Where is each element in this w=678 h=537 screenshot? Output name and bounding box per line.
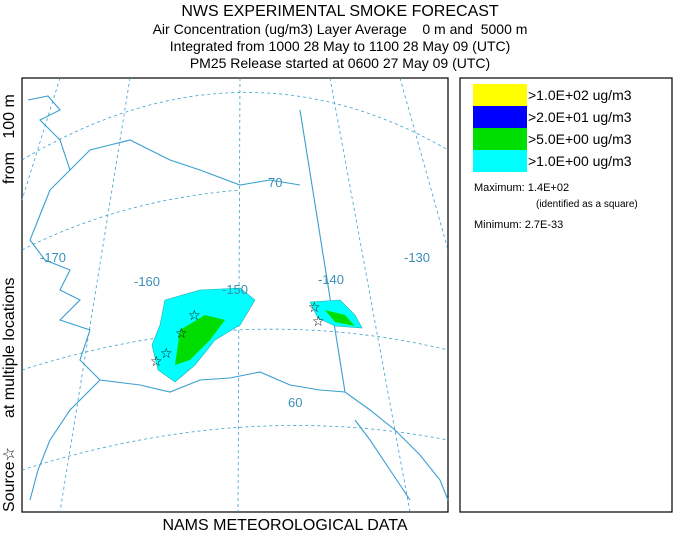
legend-swatch bbox=[473, 84, 527, 106]
svg-text:☆: ☆ bbox=[308, 299, 321, 315]
svg-text:☆: ☆ bbox=[160, 345, 173, 361]
latitude-label: 70 bbox=[268, 175, 282, 190]
svg-text:☆: ☆ bbox=[188, 307, 201, 323]
svg-text:☆: ☆ bbox=[312, 313, 325, 329]
legend-label: >1.0E+00 ug/m3 bbox=[528, 153, 632, 169]
footer: NAMS METEOROLOGICAL DATA bbox=[162, 517, 407, 532]
map bbox=[21, 77, 449, 513]
latitude-label: 60 bbox=[288, 395, 302, 410]
longitude-label: -150 bbox=[222, 282, 248, 297]
title: NWS EXPERIMENTAL SMOKE FORECAST bbox=[181, 3, 499, 20]
longitude-label: -160 bbox=[134, 274, 160, 289]
legend-label: >1.0E+02 ug/m3 bbox=[528, 87, 632, 103]
legend-swatch bbox=[473, 106, 527, 128]
maximum-note: (identified as a square) bbox=[536, 199, 638, 210]
longitude-label: -140 bbox=[318, 272, 344, 287]
maximum: Maximum: 1.4E+02 bbox=[474, 182, 569, 194]
legend-label: >2.0E+01 ug/m3 bbox=[528, 109, 632, 125]
smoke-plume: ☆☆ ☆☆ ☆☆ bbox=[150, 287, 363, 383]
header-line: PM25 Release started at 0600 27 May 09 (… bbox=[190, 55, 490, 71]
legend-frame bbox=[459, 77, 673, 513]
legend-swatch bbox=[473, 128, 527, 150]
side-label: at multiple locations bbox=[1, 277, 18, 418]
side-label: Source☆ bbox=[1, 447, 18, 512]
longitude-label: -130 bbox=[404, 250, 430, 265]
longitude-label: -170 bbox=[40, 250, 66, 265]
legend-swatch bbox=[473, 150, 527, 172]
header-line: Air Concentration (ug/m3) Layer Average … bbox=[153, 21, 528, 37]
svg-text:☆: ☆ bbox=[150, 353, 163, 369]
legend-label: >5.0E+00 ug/m3 bbox=[528, 131, 632, 147]
side-label: from 100 m bbox=[1, 94, 18, 184]
header-line: Integrated from 1000 28 May to 1100 28 M… bbox=[170, 38, 511, 54]
map-frame bbox=[21, 77, 449, 513]
minimum: Minimum: 2.7E-33 bbox=[474, 219, 563, 231]
svg-text:☆: ☆ bbox=[175, 325, 188, 341]
